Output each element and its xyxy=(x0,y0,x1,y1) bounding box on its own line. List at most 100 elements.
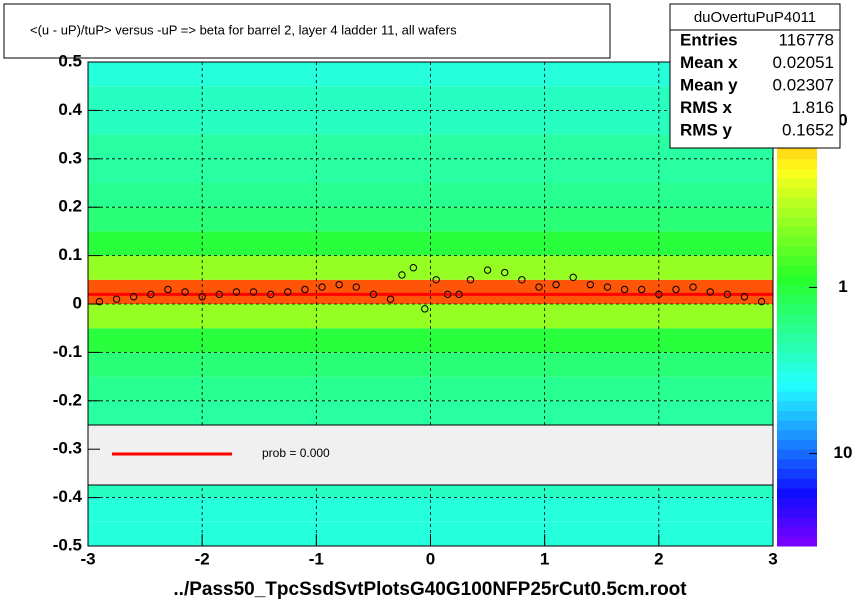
palette-step xyxy=(777,207,817,218)
palette-step xyxy=(777,216,817,228)
palette-step xyxy=(777,304,817,315)
y-tick-label: -0.4 xyxy=(53,487,83,506)
y-tick-label: -0.1 xyxy=(53,342,82,361)
y-tick-label: 0 xyxy=(73,293,82,312)
profile-point xyxy=(198,293,206,301)
profile-point xyxy=(369,290,378,299)
palette-step xyxy=(777,507,817,518)
profile-point xyxy=(620,285,629,294)
profile-point xyxy=(689,283,697,291)
palette-step xyxy=(777,458,817,470)
palette-step xyxy=(777,410,817,421)
palette-step xyxy=(777,158,817,169)
palette-step xyxy=(777,187,817,199)
profile-point xyxy=(672,285,680,294)
profile-point xyxy=(318,283,326,291)
profile-point xyxy=(95,297,104,306)
palette-step xyxy=(777,294,817,305)
stats-value: 0.02307 xyxy=(773,75,834,94)
palette-step xyxy=(777,449,817,460)
profile-point xyxy=(249,288,258,296)
profile-point xyxy=(443,290,452,299)
stats-box: duOvertuPuP4011 Entries 116778 Mean x 0.020… xyxy=(669,3,841,149)
palette-step xyxy=(777,352,817,363)
x-tick-label: -1 xyxy=(309,549,324,568)
z-tick-label: 10 xyxy=(834,443,853,462)
profile-point xyxy=(552,280,560,289)
y-tick-label: 0.1 xyxy=(58,245,82,264)
profile-point xyxy=(352,283,360,291)
profile-point xyxy=(638,285,646,294)
x-tick-label: -3 xyxy=(80,549,95,568)
profile-point xyxy=(284,288,292,296)
x-tick-label: -2 xyxy=(195,549,210,568)
palette-step xyxy=(777,274,817,286)
profile-point xyxy=(535,283,543,291)
palette-step xyxy=(777,226,817,237)
profile-point xyxy=(181,288,189,296)
palette-step xyxy=(777,429,817,441)
palette-step xyxy=(777,516,817,528)
profile-point xyxy=(569,273,577,282)
palette-step xyxy=(777,265,817,276)
profile-point xyxy=(501,268,509,277)
stats-title: duOvertuPuP4011 xyxy=(694,9,816,26)
profile-point xyxy=(432,276,440,284)
profile-point xyxy=(421,305,429,313)
y-tick-label: -0.2 xyxy=(53,390,82,409)
palette-step xyxy=(777,478,817,489)
x-axis-label: ../Pass50_TpcSsdSvtPlotsG40G100NFP25rCut… xyxy=(173,579,687,600)
profile-point xyxy=(706,288,714,296)
palette-step xyxy=(777,468,817,479)
profile-point xyxy=(301,285,309,294)
x-tick-label: 0 xyxy=(426,549,435,568)
palette-step xyxy=(777,439,817,450)
stats-value: 0.02051 xyxy=(773,53,834,72)
palette-step xyxy=(777,497,817,508)
stats-label: RMS x xyxy=(680,98,733,117)
z-tick-label: 1 xyxy=(838,277,847,296)
profile-point xyxy=(740,293,749,301)
palette-step xyxy=(777,333,817,344)
title-box xyxy=(3,3,611,59)
palette-step xyxy=(777,381,817,392)
palette-step xyxy=(777,313,817,324)
profile-point xyxy=(655,290,663,299)
y-tick-label: -0.5 xyxy=(53,535,82,554)
profile-point xyxy=(147,290,155,299)
z-tick-label: 0 xyxy=(838,111,847,130)
profile-point xyxy=(386,295,395,303)
profile-point xyxy=(335,280,343,289)
y-tick-label: 0.3 xyxy=(58,148,82,167)
y-tick-label: 0.2 xyxy=(58,197,82,216)
x-tick-label: 3 xyxy=(768,549,777,568)
palette-step xyxy=(777,255,817,266)
profile-point xyxy=(232,288,241,296)
palette-step xyxy=(777,197,817,208)
palette-step xyxy=(777,420,817,431)
stats-label: Mean x xyxy=(680,53,738,72)
profile-point xyxy=(757,297,766,306)
palette-step xyxy=(777,536,817,547)
palette-step xyxy=(777,178,817,189)
profile-point xyxy=(466,276,475,284)
palette-step xyxy=(777,371,817,382)
palette-step xyxy=(777,149,817,160)
profile-point xyxy=(112,295,121,303)
palette-step xyxy=(777,245,817,257)
palette-step xyxy=(777,284,817,295)
profile-point xyxy=(603,283,612,291)
stats-value: 116778 xyxy=(779,30,834,49)
profile-point xyxy=(129,293,138,301)
palette-step xyxy=(777,400,817,411)
stats-value: 1.816 xyxy=(791,98,834,117)
profile-point xyxy=(164,285,172,294)
palette-step xyxy=(777,323,817,334)
y-tick-label: 0.4 xyxy=(58,100,82,119)
palette-step xyxy=(777,236,817,247)
y-tick-label: -0.3 xyxy=(53,439,82,458)
profile-point xyxy=(398,271,406,279)
y-tick-label: 0.5 xyxy=(58,51,82,70)
stats-label: RMS y xyxy=(680,120,733,139)
